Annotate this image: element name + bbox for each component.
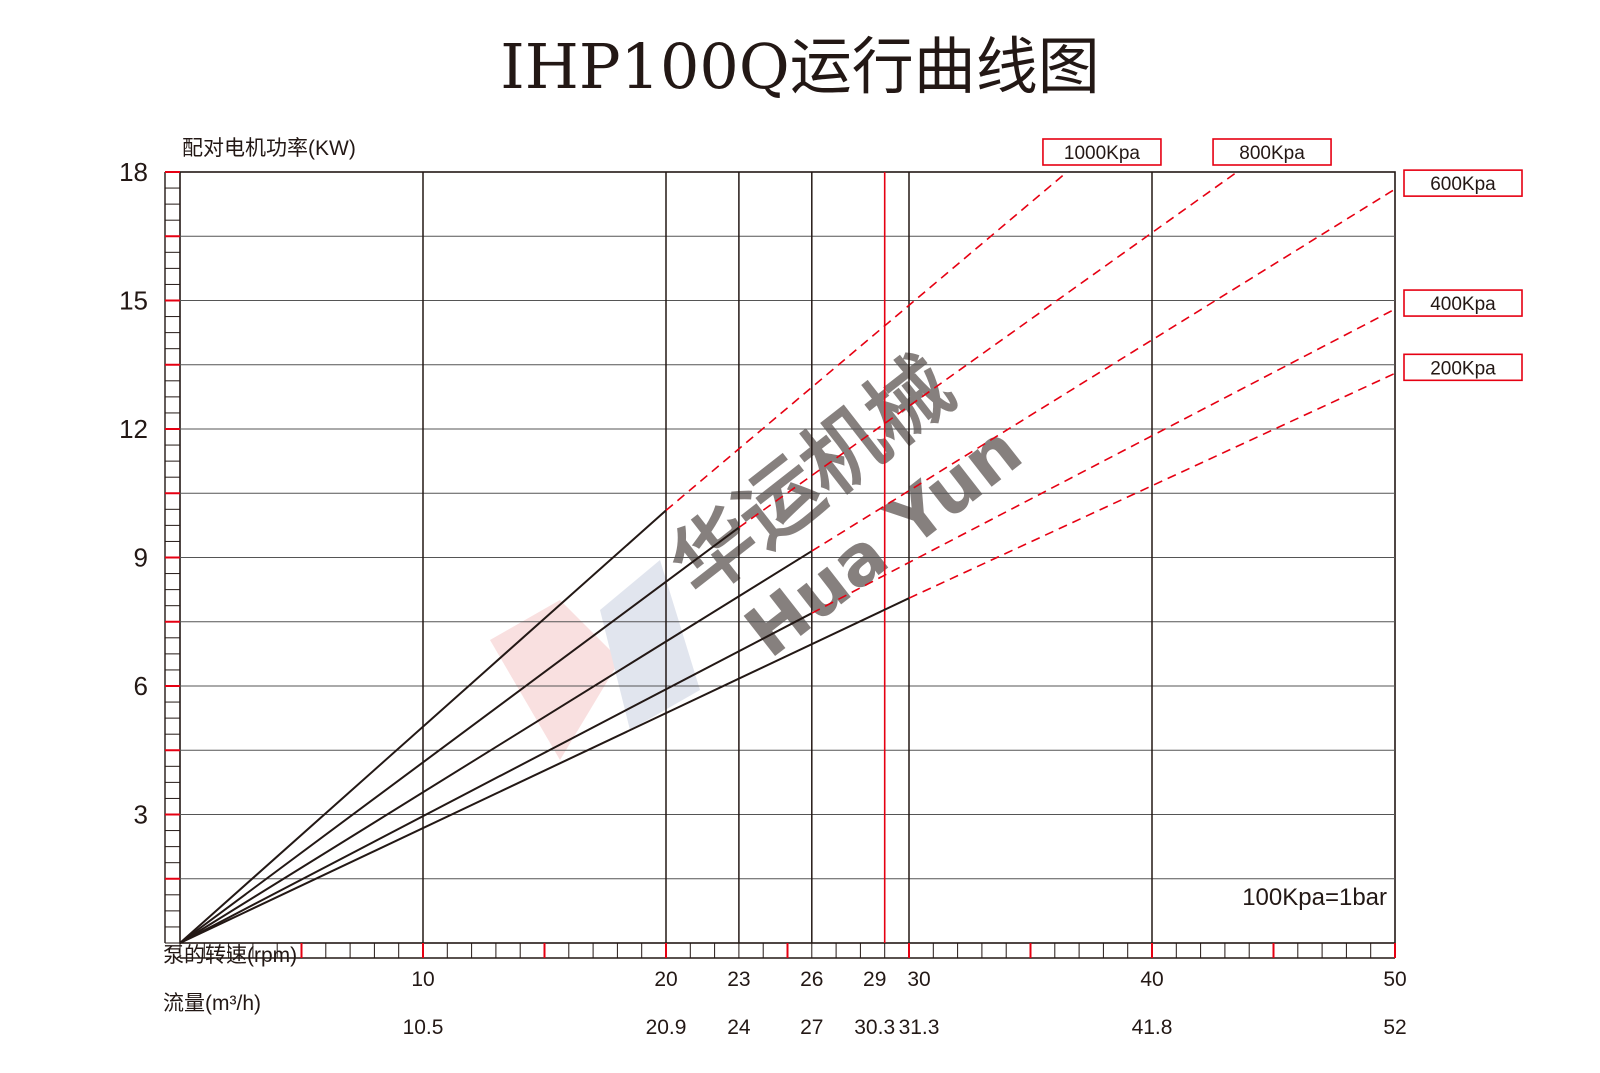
x-tick-label-flow: 41.8 — [1132, 1016, 1173, 1039]
x-tick-label-rpm: 20 — [654, 968, 677, 991]
x-tick-labels: 10 10.5 20 20.9 23 24 26 27 29 30.3 30 31.3 40 41.8 50… — [403, 968, 1407, 1039]
y-tick-label: 18 — [119, 157, 148, 187]
watermark: 华运机械 Hua Yun — [490, 339, 1037, 760]
y-tick-labels: 3 6 9 12 15 18 — [119, 157, 148, 830]
legend-box — [1403, 289, 1523, 317]
x-tick-label-flow: 10.5 — [403, 1016, 444, 1039]
y-tick-label: 3 — [134, 800, 148, 830]
x-tick-label-rpm: 40 — [1140, 968, 1163, 991]
legend-box — [1403, 169, 1523, 197]
legend-label: 200Kpa — [1430, 358, 1496, 379]
x-tick-label-rpm: 23 — [727, 968, 750, 991]
series-line-solid — [179, 550, 813, 944]
chart-title: IHP100Q运行曲线图 — [500, 30, 1099, 103]
flow-axis-label: 流量(m³/h) — [163, 992, 261, 1015]
series-line-solid — [179, 509, 667, 944]
legend-label: 400Kpa — [1430, 294, 1496, 315]
x-tick-label-flow: 52 — [1383, 1016, 1406, 1039]
axis-ruler — [164, 171, 1396, 959]
y-tick-label: 12 — [119, 414, 148, 444]
series-line-dashed — [811, 308, 1396, 614]
y-tick-label: 9 — [134, 543, 148, 573]
x-tick-label-flow: 30.3 — [854, 1016, 895, 1039]
x-tick-label-flow: 31.3 — [899, 1016, 940, 1039]
legend-box — [1403, 353, 1523, 382]
x-tick-label-rpm: 50 — [1383, 968, 1406, 991]
x-tick-label-rpm: 10 — [411, 968, 434, 991]
x-tick-label-flow: 24 — [727, 1016, 751, 1039]
y-axis-label: 配对电机功率(KW) — [182, 137, 356, 160]
x-tick-label-rpm: 29 — [863, 968, 886, 991]
series-line-solid — [179, 526, 740, 944]
x-tick-label-rpm: 26 — [800, 968, 823, 991]
series-lines — [179, 171, 1396, 944]
y-tick-label: 15 — [119, 286, 148, 316]
grid — [179, 171, 1396, 944]
series-line-dashed — [811, 188, 1396, 552]
legend-label: 600Kpa — [1430, 174, 1496, 195]
x-tick-label-rpm: 30 — [907, 968, 930, 991]
series-line-solid — [179, 597, 910, 944]
watermark-logo-red — [490, 600, 620, 760]
series-line-dashed — [665, 171, 1068, 511]
legend-box — [1042, 138, 1162, 166]
legend-label: 1000Kpa — [1064, 143, 1141, 164]
series-line-dashed — [738, 171, 1238, 529]
x-axis-label: 泵的转速(rpm) — [163, 944, 297, 967]
unit-note: 100Kpa=1bar — [1242, 884, 1387, 911]
x-tick-label-flow: 27 — [800, 1016, 823, 1039]
series-line-solid — [179, 612, 813, 944]
y-tick-label: 6 — [134, 671, 148, 701]
legend-box — [1212, 138, 1332, 166]
legend-label: 800Kpa — [1239, 143, 1305, 164]
legend: 1000Kpa 800Kpa 600Kpa 400Kpa 200Kpa — [1042, 138, 1523, 382]
watermark-logo-blue — [600, 560, 700, 730]
x-tick-label-flow: 20.9 — [646, 1016, 687, 1039]
